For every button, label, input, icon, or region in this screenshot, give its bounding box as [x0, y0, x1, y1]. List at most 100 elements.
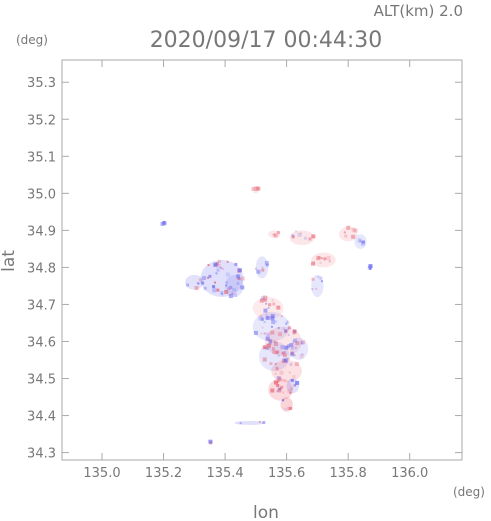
echo-cell	[274, 372, 277, 375]
echo-cell	[251, 186, 256, 191]
echo-cell	[287, 389, 292, 394]
echo-cell	[263, 321, 266, 324]
echo-cell	[275, 340, 278, 343]
echo-cell	[277, 380, 280, 383]
echo-cell	[293, 329, 296, 332]
echo-cell	[208, 274, 212, 278]
echo-cell	[202, 276, 207, 281]
y-unit-label: (deg)	[16, 33, 48, 47]
echo-cell	[275, 320, 278, 323]
y-tick-label: 35.3	[27, 76, 56, 91]
echo-cell	[300, 341, 304, 345]
echo-cell	[270, 316, 275, 321]
echo-cell	[276, 305, 281, 310]
echo-cell	[280, 315, 283, 318]
echo-cell	[346, 225, 351, 230]
y-axis-ticks: 34.3 34.4 34.5 34.6 34.7 34.8 34.9 35.0 35.1 35.2…	[27, 76, 462, 462]
echo-cell	[265, 263, 269, 267]
echo-cell	[316, 256, 321, 261]
echo-cell	[291, 235, 295, 239]
echo-cell	[234, 262, 238, 266]
echo-cell	[265, 336, 270, 341]
echo-cell	[353, 228, 358, 233]
echo-cell	[197, 282, 200, 285]
echo-cell	[270, 314, 275, 319]
echo-cell	[275, 366, 278, 369]
echo-cell	[268, 340, 272, 344]
echo-cell	[311, 277, 315, 281]
echo-cell	[289, 362, 293, 366]
x-tick-label: 135.0	[83, 466, 120, 481]
echo-cell	[194, 286, 199, 291]
echo-cell	[293, 329, 297, 333]
y-tick-label: 34.6	[27, 335, 56, 350]
echo-cell	[272, 349, 277, 354]
echo-cell	[303, 236, 307, 240]
echo-cell	[217, 259, 221, 263]
echo-cell	[294, 230, 297, 233]
echo-cell	[263, 298, 267, 302]
echo-cell	[320, 257, 323, 260]
echo-cell	[297, 232, 302, 237]
echo-cell	[280, 345, 285, 350]
echo-patch	[268, 230, 281, 238]
echo-cell	[368, 264, 373, 269]
echo-cell	[284, 407, 287, 410]
echo-cell	[275, 351, 279, 355]
echo-cell	[273, 340, 276, 343]
echo-cell	[254, 186, 259, 191]
echo-cell	[357, 238, 362, 243]
x-axis-label: lon	[253, 503, 279, 521]
echo-cell	[315, 287, 318, 290]
echo-cell	[260, 332, 263, 335]
echo-cell	[262, 420, 266, 424]
echo-cell	[276, 230, 280, 234]
echo-cell	[215, 272, 218, 275]
echo-cell	[285, 330, 288, 333]
echo-cell	[225, 284, 228, 287]
echo-cell	[225, 281, 228, 284]
echo-patch	[265, 326, 302, 357]
echo-cell	[262, 295, 267, 300]
echo-cell	[275, 367, 279, 371]
echo-cell	[219, 266, 222, 269]
echo-cell	[271, 299, 274, 302]
echo-cell	[285, 322, 288, 325]
y-tick-label: 34.3	[27, 447, 56, 462]
echo-cell	[268, 303, 272, 307]
altitude-label: ALT(km) 2.0	[374, 2, 463, 20]
echo-patch	[185, 274, 204, 290]
echo-cell	[284, 351, 287, 354]
echo-cell	[237, 268, 242, 273]
echo-cell	[294, 384, 297, 387]
echo-cell	[283, 358, 288, 363]
echo-cell	[295, 341, 300, 346]
x-unit-label: (deg)	[453, 485, 485, 499]
y-tick-label: 35.1	[27, 150, 56, 165]
echo-cell	[300, 340, 305, 345]
echo-cell	[270, 330, 275, 335]
plot-frame	[61, 59, 463, 461]
echo-cell	[286, 320, 289, 323]
echo-cell	[203, 286, 207, 290]
echo-cell	[269, 362, 273, 366]
echo-cell	[208, 439, 213, 444]
echo-cell	[220, 291, 224, 295]
echo-cell	[288, 371, 291, 374]
echo-cell	[274, 362, 277, 365]
echo-cell	[236, 281, 240, 285]
echo-cell	[256, 186, 261, 191]
echo-cell	[261, 326, 264, 329]
echo-cell	[198, 278, 202, 282]
echo-cell	[213, 262, 218, 267]
echo-cell	[290, 352, 295, 357]
echo-cell	[276, 384, 280, 388]
echo-cell	[225, 272, 230, 277]
echo-cell	[271, 347, 275, 351]
echo-cell	[265, 332, 270, 337]
echo-cell	[270, 325, 273, 328]
echo-cell	[273, 380, 278, 385]
echo-cell	[276, 350, 280, 354]
y-tick-label: 35.0	[27, 187, 56, 202]
echo-cell	[292, 331, 296, 335]
